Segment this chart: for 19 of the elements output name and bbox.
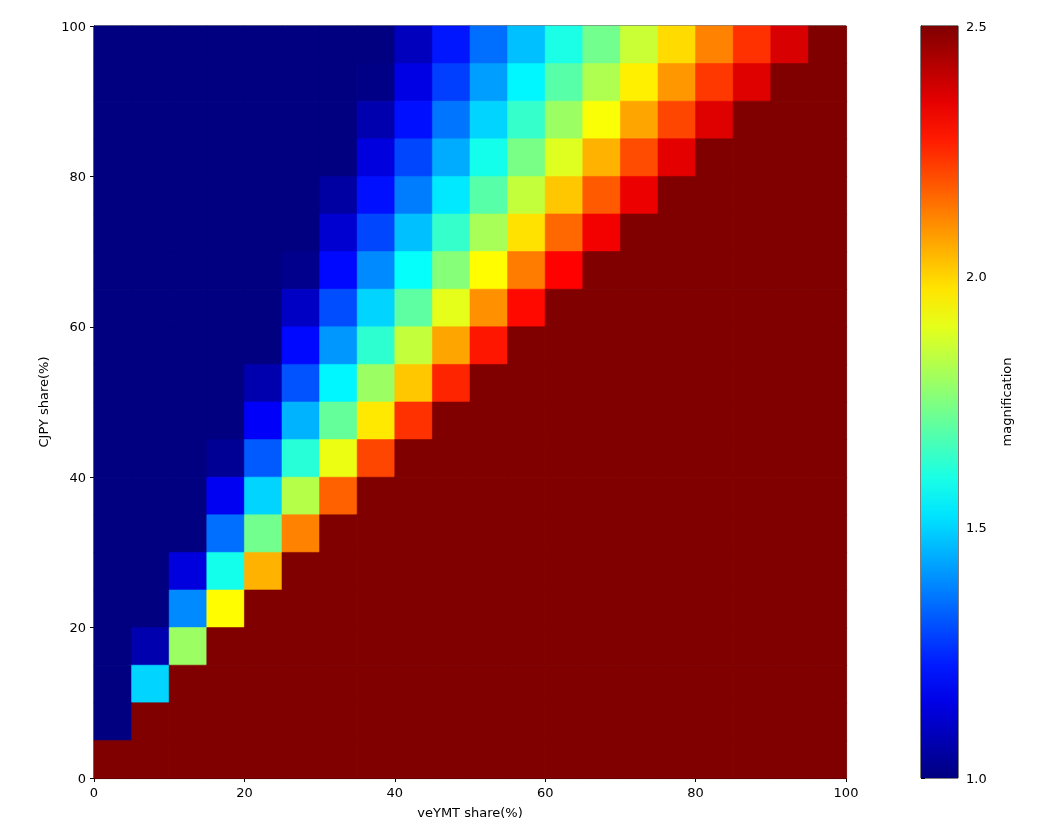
y-tick-label: 80 [69,168,86,184]
y-axis-title: CJPY share(%) [36,356,52,448]
y-tick-label: 60 [69,319,86,335]
x-tick-label: 60 [536,785,554,800]
color-bar-label: 2.5 [966,18,987,34]
y-tick-label: 20 [69,620,86,636]
y-tick-label: 100 [61,18,86,34]
x-tick-label: 40 [386,785,404,800]
y-tick-label: 0 [77,770,86,786]
color-bar-title: magnification [999,357,1014,447]
x-tick-label: 80 [687,785,704,800]
color-bar-label: 1.0 [966,770,987,786]
x-tick-label: 0 [89,785,99,800]
color-bar-label: 1.5 [966,519,987,535]
x-tick-label: 20 [236,785,253,800]
x-axis-title: veYMT share(%) [417,805,523,820]
x-tick-label: 100 [833,785,859,800]
y-tick-label: 40 [69,469,86,485]
color-bar-label: 2.0 [966,269,987,285]
